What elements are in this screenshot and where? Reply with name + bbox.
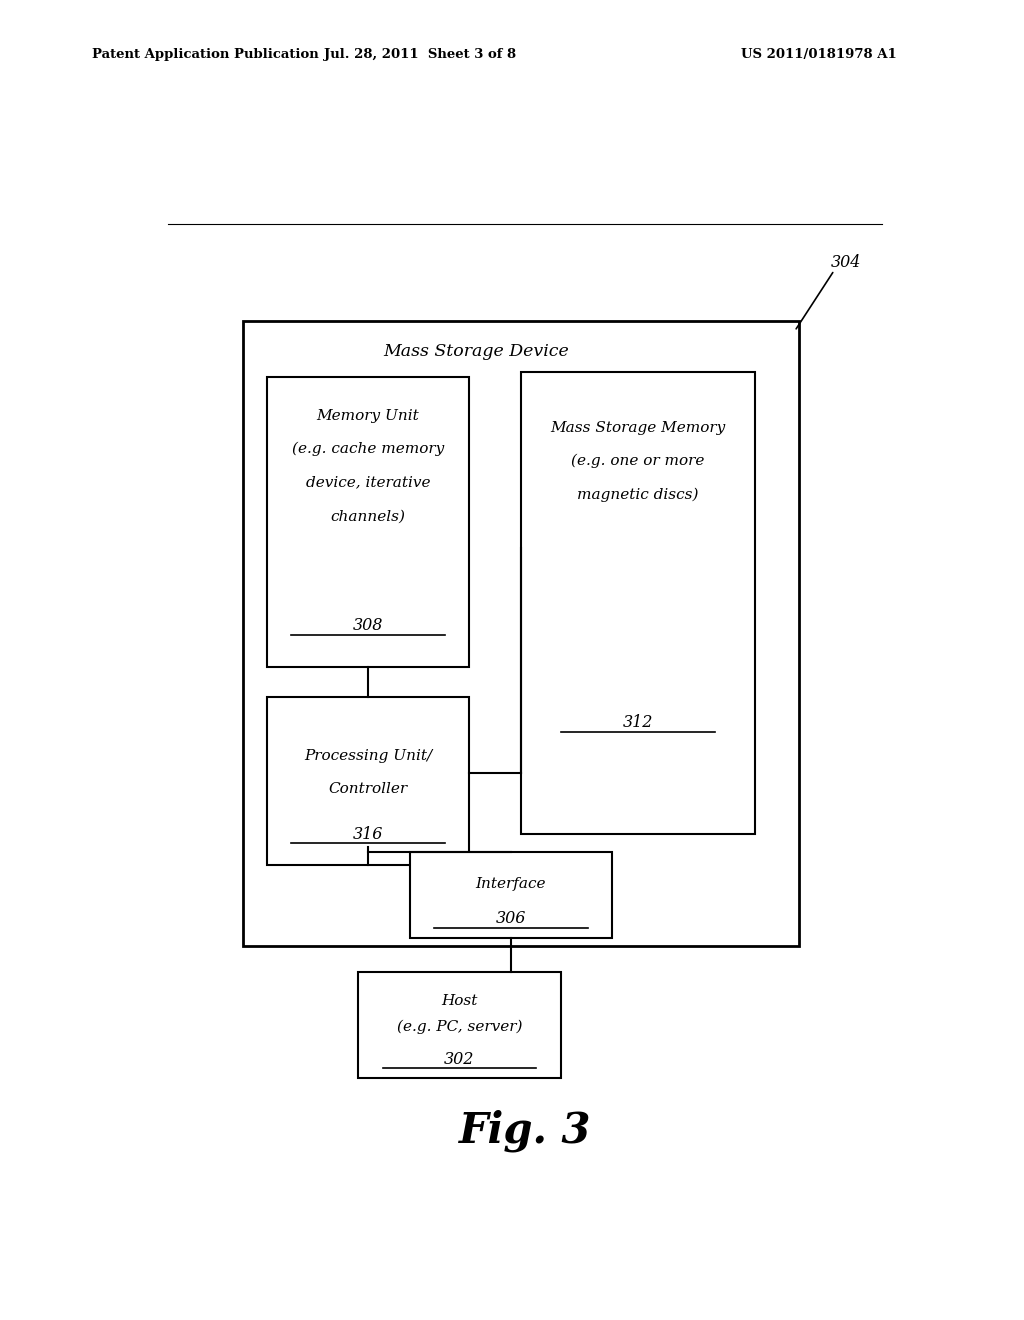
Text: magnetic discs): magnetic discs) — [578, 487, 698, 502]
Text: 308: 308 — [353, 618, 383, 635]
Text: Mass Storage Device: Mass Storage Device — [384, 343, 569, 360]
Text: device, iterative: device, iterative — [306, 475, 430, 490]
Bar — [267, 378, 469, 667]
Bar — [521, 372, 755, 834]
Bar — [267, 697, 469, 865]
Text: Mass Storage Memory: Mass Storage Memory — [550, 421, 726, 434]
Text: 304: 304 — [831, 253, 861, 271]
Text: Fig. 3: Fig. 3 — [459, 1110, 591, 1152]
Text: Memory Unit: Memory Unit — [316, 409, 420, 422]
Text: Host: Host — [441, 994, 477, 1008]
Text: Controller: Controller — [329, 781, 408, 796]
Text: US 2011/0181978 A1: US 2011/0181978 A1 — [741, 48, 897, 61]
Text: Interface: Interface — [476, 878, 546, 891]
Text: (e.g. one or more: (e.g. one or more — [571, 454, 705, 469]
Text: (e.g. cache memory: (e.g. cache memory — [292, 442, 444, 457]
Bar — [358, 972, 560, 1078]
Text: (e.g. PC, server): (e.g. PC, server) — [396, 1020, 522, 1034]
Bar — [410, 851, 612, 939]
Text: 302: 302 — [444, 1051, 474, 1068]
Text: Jul. 28, 2011  Sheet 3 of 8: Jul. 28, 2011 Sheet 3 of 8 — [324, 48, 516, 61]
Text: 306: 306 — [496, 911, 526, 928]
Text: 312: 312 — [623, 714, 653, 731]
Text: channels): channels) — [331, 510, 406, 523]
Bar — [243, 321, 799, 946]
Text: Processing Unit/: Processing Unit/ — [304, 748, 432, 763]
Text: 316: 316 — [353, 826, 383, 842]
Text: Patent Application Publication: Patent Application Publication — [92, 48, 318, 61]
